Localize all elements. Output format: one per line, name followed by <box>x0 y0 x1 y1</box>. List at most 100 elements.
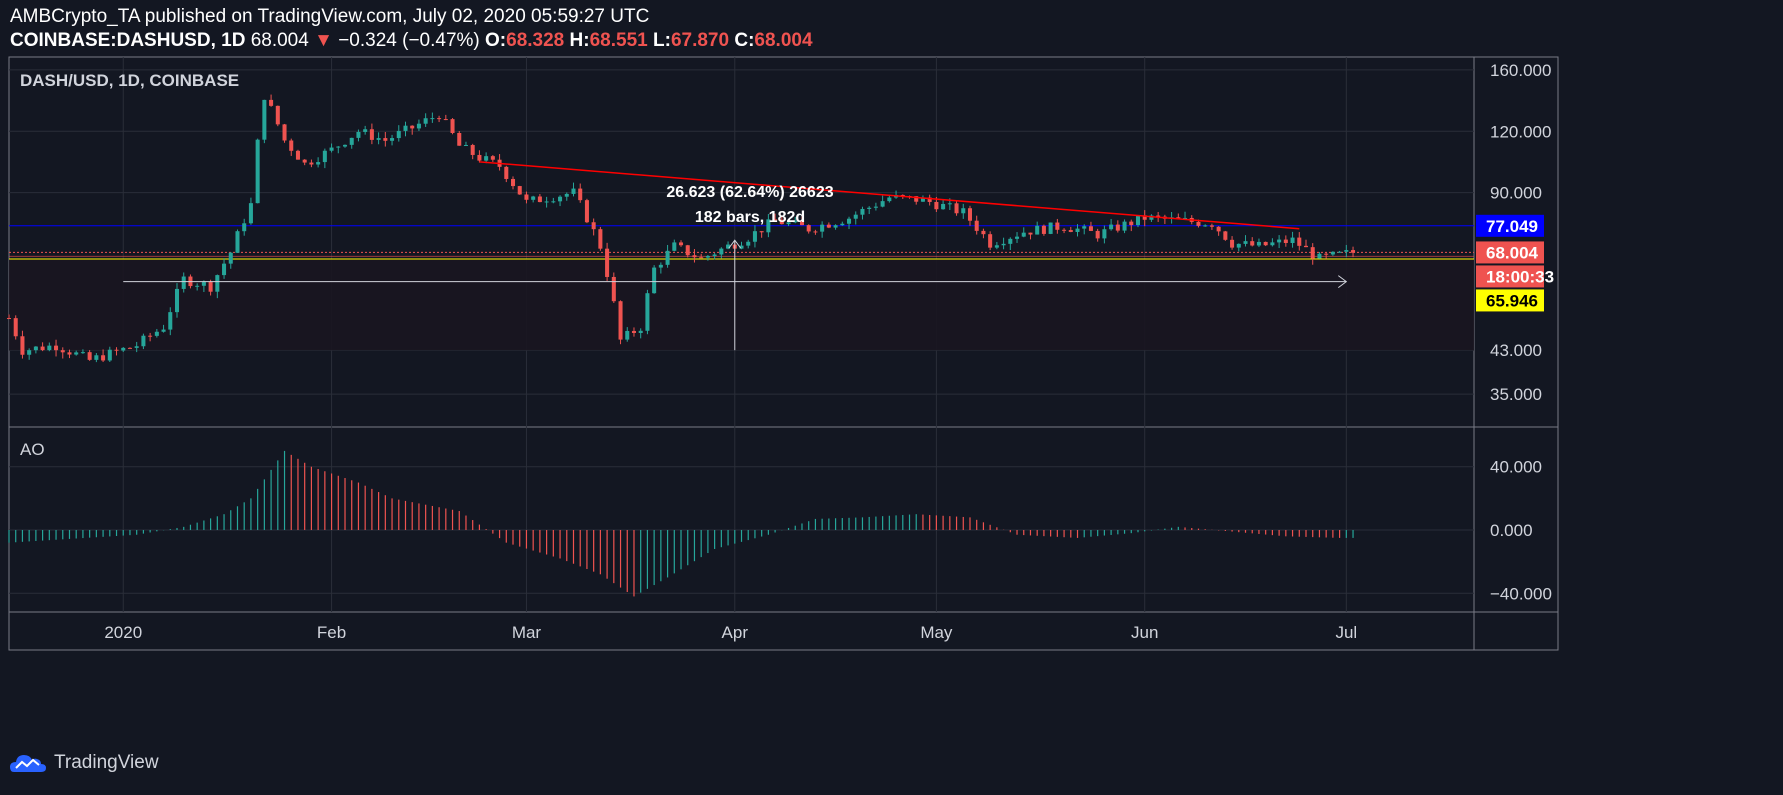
candle-body <box>101 355 106 361</box>
candle-body <box>1095 230 1100 239</box>
price-tag-180033 <box>1476 265 1544 288</box>
candle-body <box>665 250 670 265</box>
measure-bars-text: 182 bars, 182d <box>695 209 805 226</box>
candle-body <box>141 335 146 347</box>
candle-body <box>396 130 401 139</box>
candle-body <box>584 200 589 223</box>
candle-body <box>1324 253 1329 255</box>
candle-body <box>1223 231 1228 240</box>
candle-body <box>148 335 153 337</box>
candle-body <box>941 203 946 210</box>
candle-body <box>1035 225 1040 235</box>
candle-body <box>752 231 757 242</box>
candle-body <box>1041 225 1046 234</box>
candle-body <box>161 329 166 332</box>
x-tick-label: Feb <box>317 623 346 642</box>
candle-body <box>524 194 529 200</box>
candle-body <box>121 347 126 351</box>
candle-body <box>80 352 85 354</box>
candle-body <box>1102 229 1107 239</box>
price-tag-65946 <box>1476 289 1544 312</box>
candle-body <box>504 166 509 179</box>
ao-tick-label: −40.000 <box>1490 584 1552 603</box>
candle-body <box>826 224 831 228</box>
candle-body <box>1028 232 1033 235</box>
candle-body <box>531 196 536 200</box>
candle-body <box>490 156 495 160</box>
candle-body <box>40 346 45 351</box>
price-chart[interactable]: 2020 Feb Mar Apr May Jun Jul 160.000 120.000 90.0… <box>0 0 1783 745</box>
candle-body <box>477 154 482 161</box>
candle-body <box>356 131 361 138</box>
resistance-trendline[interactable] <box>479 161 1300 230</box>
candle-body <box>107 349 112 361</box>
candle-body <box>1209 225 1214 227</box>
open-value: 68.328 <box>506 30 565 51</box>
candle-body <box>934 201 939 210</box>
candle-body <box>598 229 603 249</box>
candle-body <box>1109 224 1114 230</box>
candle-body <box>726 244 731 249</box>
candle-body <box>947 203 952 205</box>
ao-title: AO <box>20 440 45 459</box>
candle-body <box>759 231 764 233</box>
candle-body <box>289 140 294 151</box>
symbol-label: COINBASE:DASHUSD, 1D <box>10 30 246 51</box>
candle-body <box>450 119 455 134</box>
candle-body <box>652 267 657 294</box>
candle-body <box>685 245 690 256</box>
candle-body <box>1236 243 1241 248</box>
candle-body <box>437 118 442 120</box>
candle-body <box>282 124 287 141</box>
candle-body <box>887 197 892 202</box>
measure-arrowhead-up <box>728 239 742 249</box>
candle-body <box>739 245 744 249</box>
candle-body <box>551 201 556 203</box>
x-tick-label: Jun <box>1131 623 1158 642</box>
candle-body <box>914 196 919 202</box>
measure-zone <box>9 258 1474 351</box>
price-tick-label: 160.000 <box>1490 61 1551 80</box>
candle-body <box>974 220 979 231</box>
candle-body <box>1216 226 1221 232</box>
candle-body <box>692 255 697 258</box>
high-label: H: <box>569 30 590 51</box>
candle-body <box>248 203 253 224</box>
candle-body <box>1048 222 1053 234</box>
candle-body <box>1183 217 1188 219</box>
close-label: C: <box>734 30 755 51</box>
candle-body <box>786 222 791 225</box>
candle-body <box>954 203 959 214</box>
candle-body <box>746 241 751 246</box>
price-tick-label: 120.000 <box>1490 122 1551 141</box>
candle-body <box>1290 237 1295 244</box>
candle-body <box>74 352 79 355</box>
candle-body <box>47 345 52 351</box>
candle-body <box>416 123 421 129</box>
candle-body <box>1149 215 1154 220</box>
measure-price-text: 26.623 (62.64%) 26623 <box>666 184 833 201</box>
candle-body <box>860 208 865 215</box>
tradingview-cloud-icon <box>10 755 46 772</box>
x-tick-label: Apr <box>722 623 749 642</box>
candle-body <box>235 231 240 253</box>
candle-body <box>134 346 139 348</box>
candle-body <box>847 218 852 224</box>
candle-body <box>228 252 233 264</box>
candle-body <box>1243 241 1248 244</box>
candle-body <box>174 288 180 313</box>
low-value: 67.870 <box>670 30 730 51</box>
price-tag-label: 68.004 <box>1486 243 1539 262</box>
open-label: O: <box>485 30 507 51</box>
candle-body <box>1008 238 1013 244</box>
chart-frame <box>8 56 1559 651</box>
candle-body <box>927 197 932 202</box>
candle-body <box>27 350 32 355</box>
candle-body <box>369 129 374 140</box>
candle-body <box>537 196 542 203</box>
candle-body <box>349 137 354 145</box>
chart-title: DASH/USD, 1D, COINBASE <box>20 71 239 90</box>
candle-body <box>1230 239 1235 248</box>
candle-body <box>699 257 704 259</box>
candle-body <box>1001 243 1006 246</box>
